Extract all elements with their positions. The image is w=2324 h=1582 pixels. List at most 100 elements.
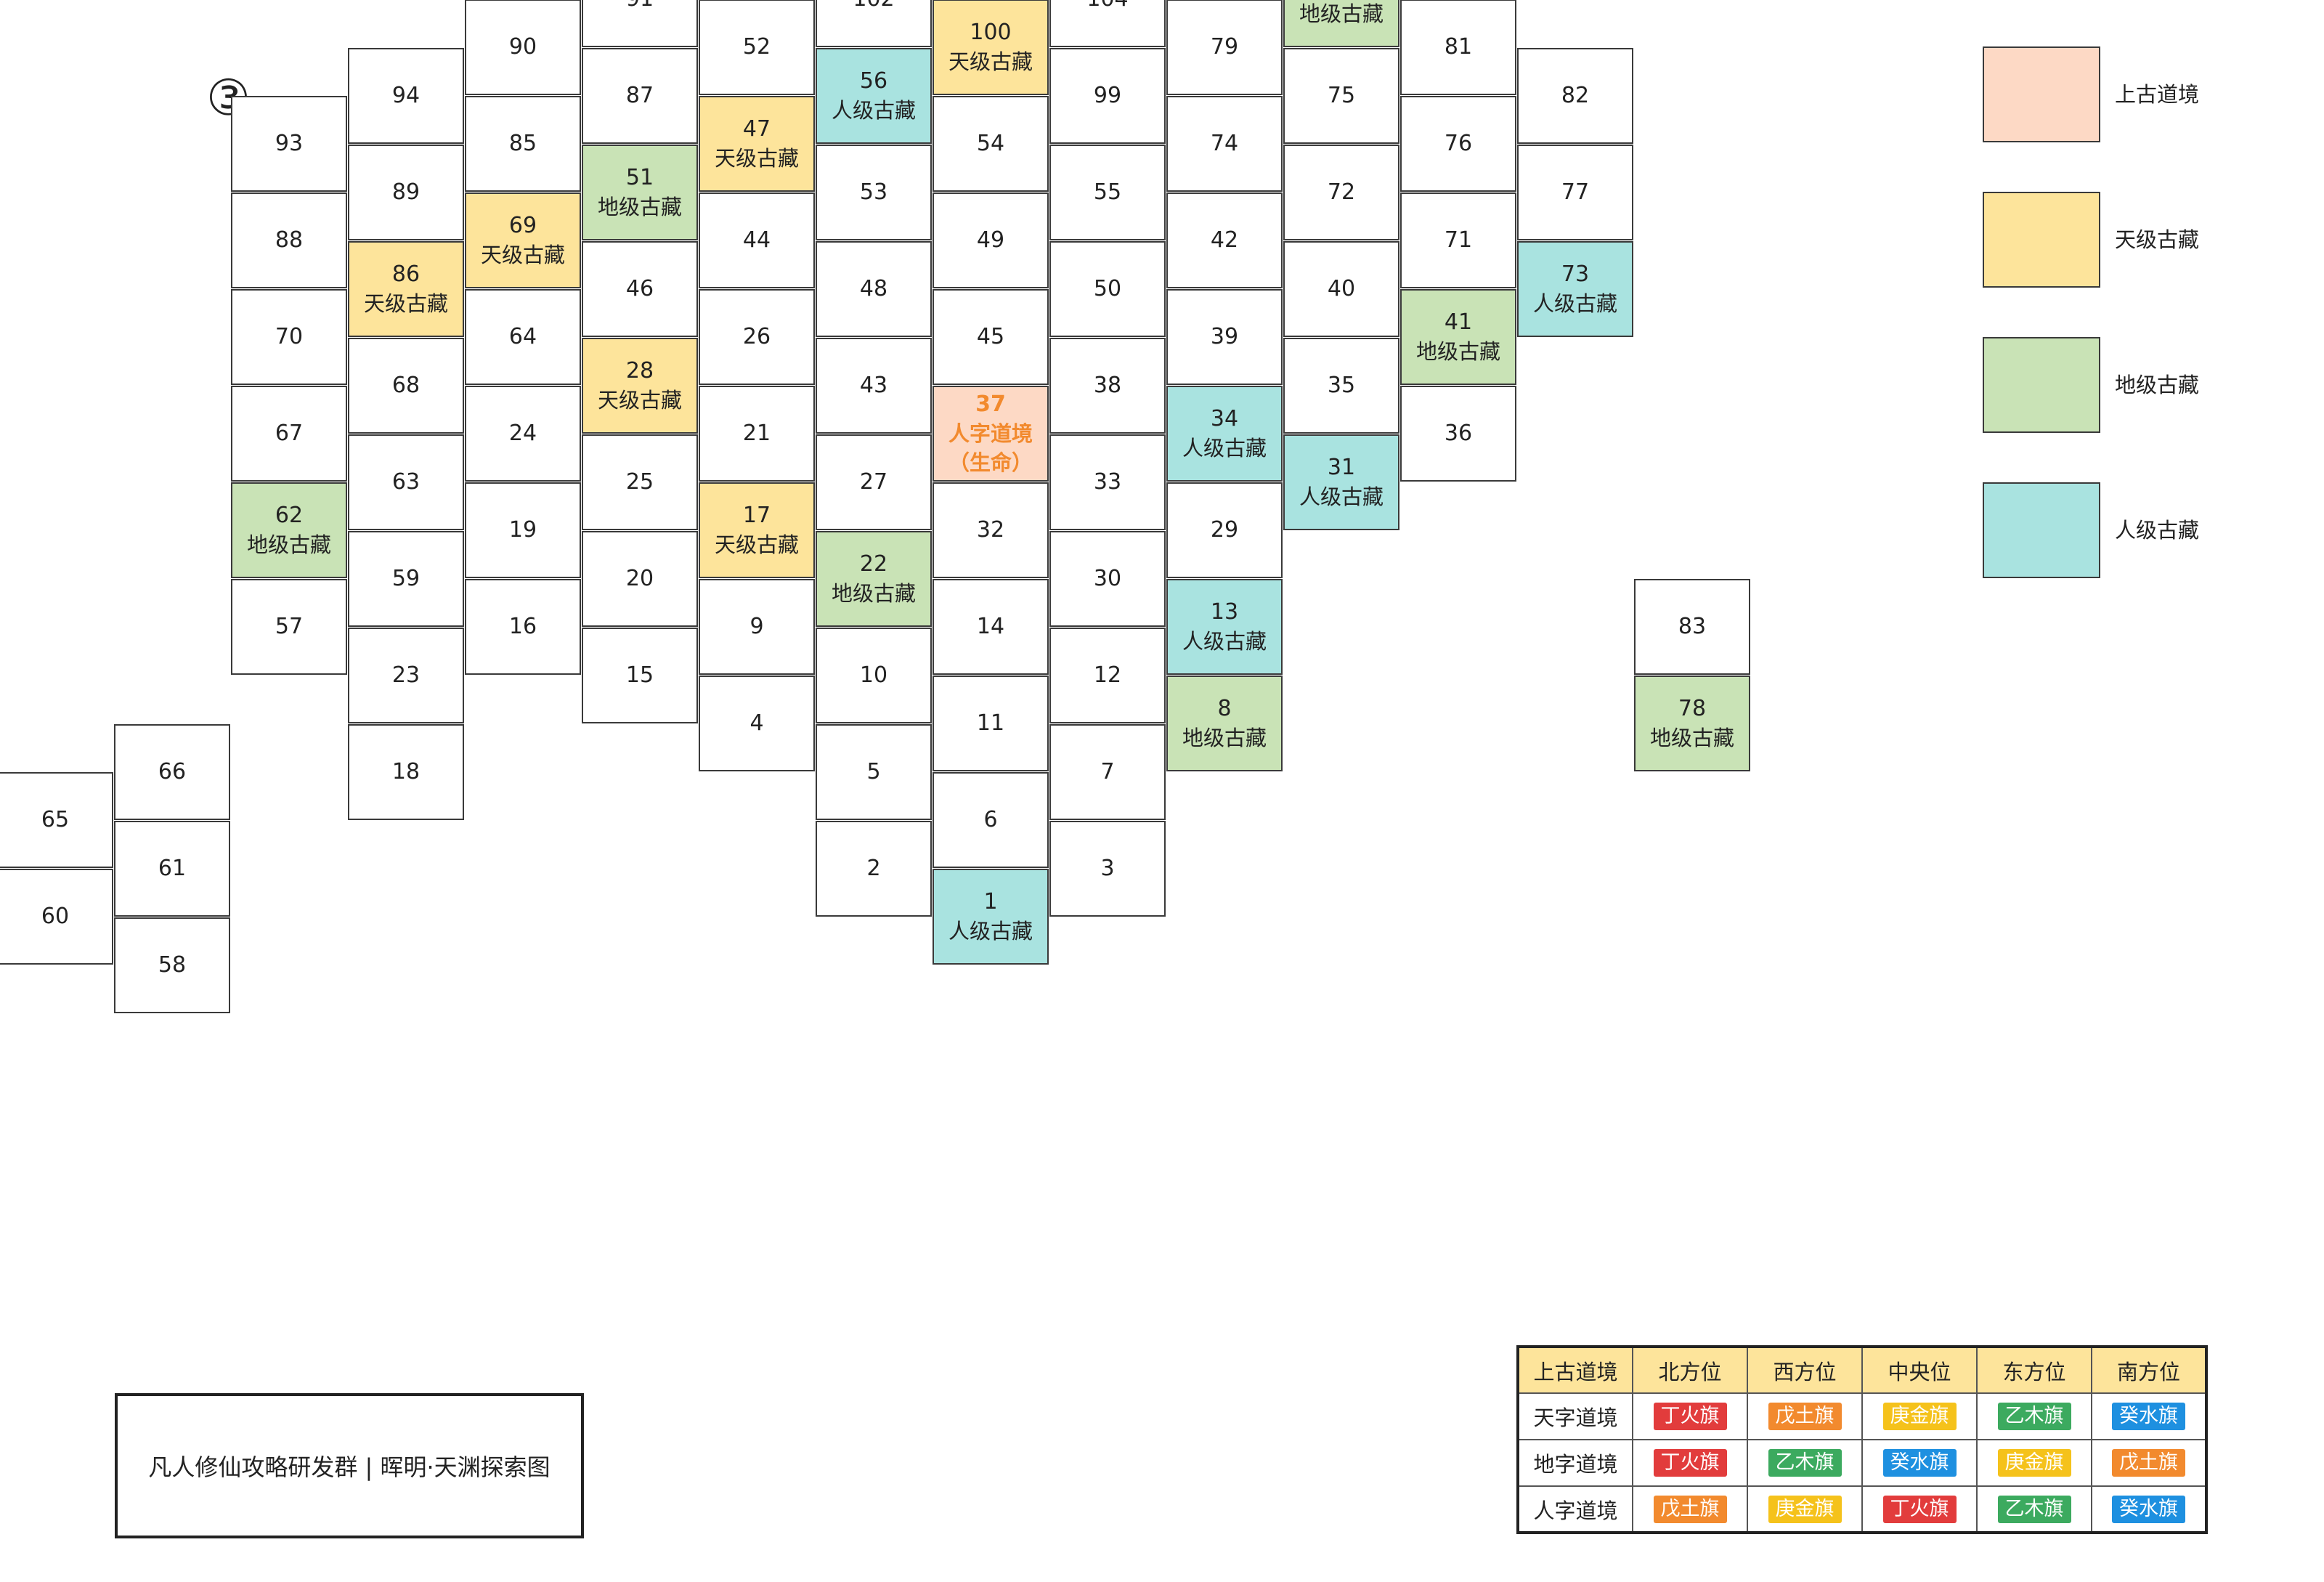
cell-label: 天级古藏 (714, 532, 799, 557)
cell-number: 38 (1093, 372, 1122, 398)
cell-number: 54 (976, 131, 1005, 156)
map-cell-7: 7 (1049, 723, 1166, 820)
flag-row-name: 天字道境 (1517, 1392, 1633, 1440)
cell-number: 4 (749, 710, 764, 736)
cell-number: 18 (391, 758, 420, 784)
cell-number: 61 (158, 855, 187, 881)
flag-badge: 癸水旗 (1882, 1449, 1957, 1477)
flag-cell: 庚金旗 (1747, 1485, 1863, 1533)
flag-cell: 癸水旗 (2091, 1485, 2207, 1533)
cell-number: 71 (1444, 227, 1473, 253)
flag-cell: 戊土旗 (1747, 1392, 1863, 1440)
map-cell-59: 59 (348, 530, 464, 627)
cell-label: 人级古藏 (948, 919, 1033, 944)
map-cell-43: 43 (816, 337, 932, 434)
map-cell-62: 62 地级古藏 (231, 482, 347, 578)
map-cell-30: 30 (1049, 530, 1166, 627)
cell-number: 17 (742, 503, 771, 528)
flag-cell: 乙木旗 (1747, 1439, 1863, 1487)
cell-number: 59 (391, 565, 420, 591)
cell-number: 88 (275, 227, 304, 253)
cell-number: 79 (1210, 34, 1239, 60)
legend-label: 人级古藏 (2115, 518, 2200, 543)
map-cell-68: 68 (348, 337, 464, 434)
map-cell-65: 65 (0, 772, 113, 868)
map-cell-32: 32 (933, 482, 1049, 578)
map-cell-58: 58 (114, 917, 230, 1013)
cell-number: 3 (1100, 855, 1115, 881)
cell-number: 14 (976, 614, 1005, 639)
cell-number: 26 (742, 324, 771, 349)
cell-number: 65 (41, 807, 70, 832)
map-cell-22: 22 地级古藏 (816, 530, 932, 627)
cell-number: 51 (625, 164, 654, 190)
cell-number: 64 (508, 324, 537, 349)
flag-badge: 丁火旗 (1653, 1449, 1727, 1477)
cell-number: 82 (1561, 82, 1590, 108)
map-cell-100: 100 天级古藏 (933, 0, 1049, 95)
cell-label: 天级古藏 (948, 49, 1033, 74)
cell-number: 57 (275, 614, 304, 639)
flag-badge: 丁火旗 (1882, 1495, 1957, 1523)
cell-number: 19 (508, 517, 537, 543)
map-cell-87: 87 (582, 47, 698, 144)
map-cell-64: 64 (465, 289, 581, 385)
flag-cell: 庚金旗 (1861, 1392, 1978, 1440)
map-cell-51: 51 地级古藏 (582, 144, 698, 240)
flag-badge: 癸水旗 (2112, 1495, 2185, 1523)
flag-cell: 乙木旗 (1976, 1392, 2092, 1440)
cell-number: 30 (1093, 565, 1122, 591)
cell-number: 83 (1678, 614, 1707, 639)
map-cell-5: 5 (816, 723, 932, 820)
cell-number: 11 (976, 710, 1005, 736)
flag-badge: 癸水旗 (2112, 1403, 2185, 1430)
map-cell-11: 11 (933, 676, 1049, 771)
flag-cell: 乙木旗 (1976, 1485, 2092, 1533)
flag-badge: 丁火旗 (1653, 1403, 1727, 1430)
cell-number: 86 (391, 261, 420, 287)
map-cell-2: 2 (816, 820, 932, 917)
cell-number: 10 (859, 662, 888, 688)
flag-badge: 戊土旗 (1768, 1403, 1842, 1430)
map-cell-90: 90 (465, 0, 581, 95)
cell-number: 23 (391, 662, 420, 688)
cell-label: 人级古藏 (831, 97, 916, 123)
map-cell-19: 19 (465, 482, 581, 578)
cell-number: 36 (1444, 421, 1473, 446)
map-cell-33: 33 (1049, 434, 1166, 530)
flag-table: 上古道境 北方位 西方位 中央位 东方位 南方位 天字道境 丁火旗 戊土旗 庚金旗 乙木… (1516, 1345, 2208, 1534)
flag-badge: 戊土旗 (1653, 1495, 1727, 1523)
cell-number: 68 (391, 372, 420, 398)
cell-number: 8 (1217, 696, 1232, 721)
flag-table-body: 天字道境 丁火旗 戊土旗 庚金旗 乙木旗 癸水旗 地字道境 丁火旗 乙木旗 癸水旗 庚金旗 戊土旗 人字… (1517, 1392, 2207, 1533)
cell-label: 天级古藏 (597, 387, 682, 413)
map-cell-38: 38 (1049, 337, 1166, 434)
map-cell-99: 99 (1049, 47, 1166, 144)
cell-number: 74 (1210, 131, 1239, 156)
cell-number: 100 (970, 20, 1012, 45)
map-cell-25: 25 (582, 434, 698, 530)
map-cell-49: 49 (933, 192, 1049, 288)
map-cell-94: 94 (348, 47, 464, 144)
cell-number: 93 (275, 131, 304, 156)
cell-label: 人级古藏 (1299, 484, 1384, 509)
cell-number: 33 (1093, 468, 1122, 495)
map-cell-78: 78 地级古藏 (1634, 676, 1750, 771)
cell-number: 7 (1100, 758, 1115, 784)
cell-number: 91 (626, 0, 654, 14)
legend-item-di: 地级古藏 (1983, 337, 2222, 434)
map-cell-73: 73 人级古藏 (1517, 240, 1633, 337)
cell-number: 50 (1093, 275, 1122, 301)
cell-number: 45 (976, 324, 1005, 349)
cell-number: 24 (508, 421, 537, 446)
map-cell-36: 36 (1400, 386, 1516, 482)
cell-number: 25 (625, 468, 654, 495)
map-cell-45: 45 (933, 289, 1049, 385)
cell-number: 29 (1210, 517, 1239, 543)
cell-number: 12 (1093, 662, 1122, 688)
cell-label: 人级古藏 (1532, 291, 1617, 316)
cell-number: 52 (742, 34, 771, 60)
map-cell-40: 40 (1283, 240, 1399, 337)
cell-number: 58 (158, 952, 187, 978)
flag-badge: 庚金旗 (1768, 1495, 1842, 1523)
